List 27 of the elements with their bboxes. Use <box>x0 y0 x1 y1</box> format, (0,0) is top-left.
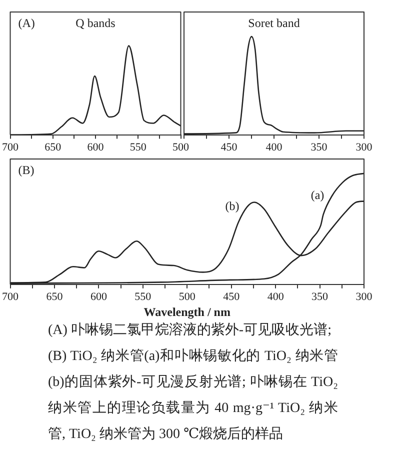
x-tick-label: 700 <box>2 290 19 303</box>
text: (B) TiO₂ 纳米管(a)和卟啉锡敏化的 TiO₂ 纳米管(b)的固体紫外-可见漫反射光谱; 卟啉锡在 TiO₂ 纳米管上的理论负载量为 40 mg·g⁻¹ TiO₂ 纳米管, TiO₂ 纳米管为 300 ℃煅烧后的样品 <box>48 348 338 444</box>
annotation: (B) <box>18 163 34 178</box>
x-tick-label: 650 <box>46 290 64 303</box>
series-label: (b) <box>225 198 240 213</box>
text: (A) 卟啉锡二氯甲烷溶液的紫外-可见吸收光谱; <box>48 321 332 340</box>
x-tick-label: 600 <box>90 290 108 303</box>
x-tick-label: 350 <box>310 141 328 154</box>
x-tick-label: 400 <box>266 141 283 154</box>
chart-title: Soret band <box>248 16 300 30</box>
text: (A) <box>18 16 35 30</box>
x-tick-label: 500 <box>178 290 196 303</box>
x-tick-label: 550 <box>130 141 147 154</box>
x-tick-label: 450 <box>223 290 240 303</box>
x-axis-title: Wavelength / nm <box>144 304 230 319</box>
series-label: (a) <box>310 188 324 202</box>
x-tick-label: 350 <box>312 290 329 303</box>
x-tick-label: 700 <box>2 141 19 154</box>
x-tick-label: 400 <box>267 290 284 303</box>
x-tick-label: 650 <box>44 141 62 154</box>
chart-title: Q bands <box>76 16 116 30</box>
x-tick-label: 300 <box>356 141 373 154</box>
x-tick-label: 500 <box>172 141 190 154</box>
x-tick-label: 450 <box>220 141 238 154</box>
x-tick-label: 300 <box>356 290 373 303</box>
x-tick-label: 550 <box>134 290 152 303</box>
x-tick-label: 600 <box>87 141 104 154</box>
